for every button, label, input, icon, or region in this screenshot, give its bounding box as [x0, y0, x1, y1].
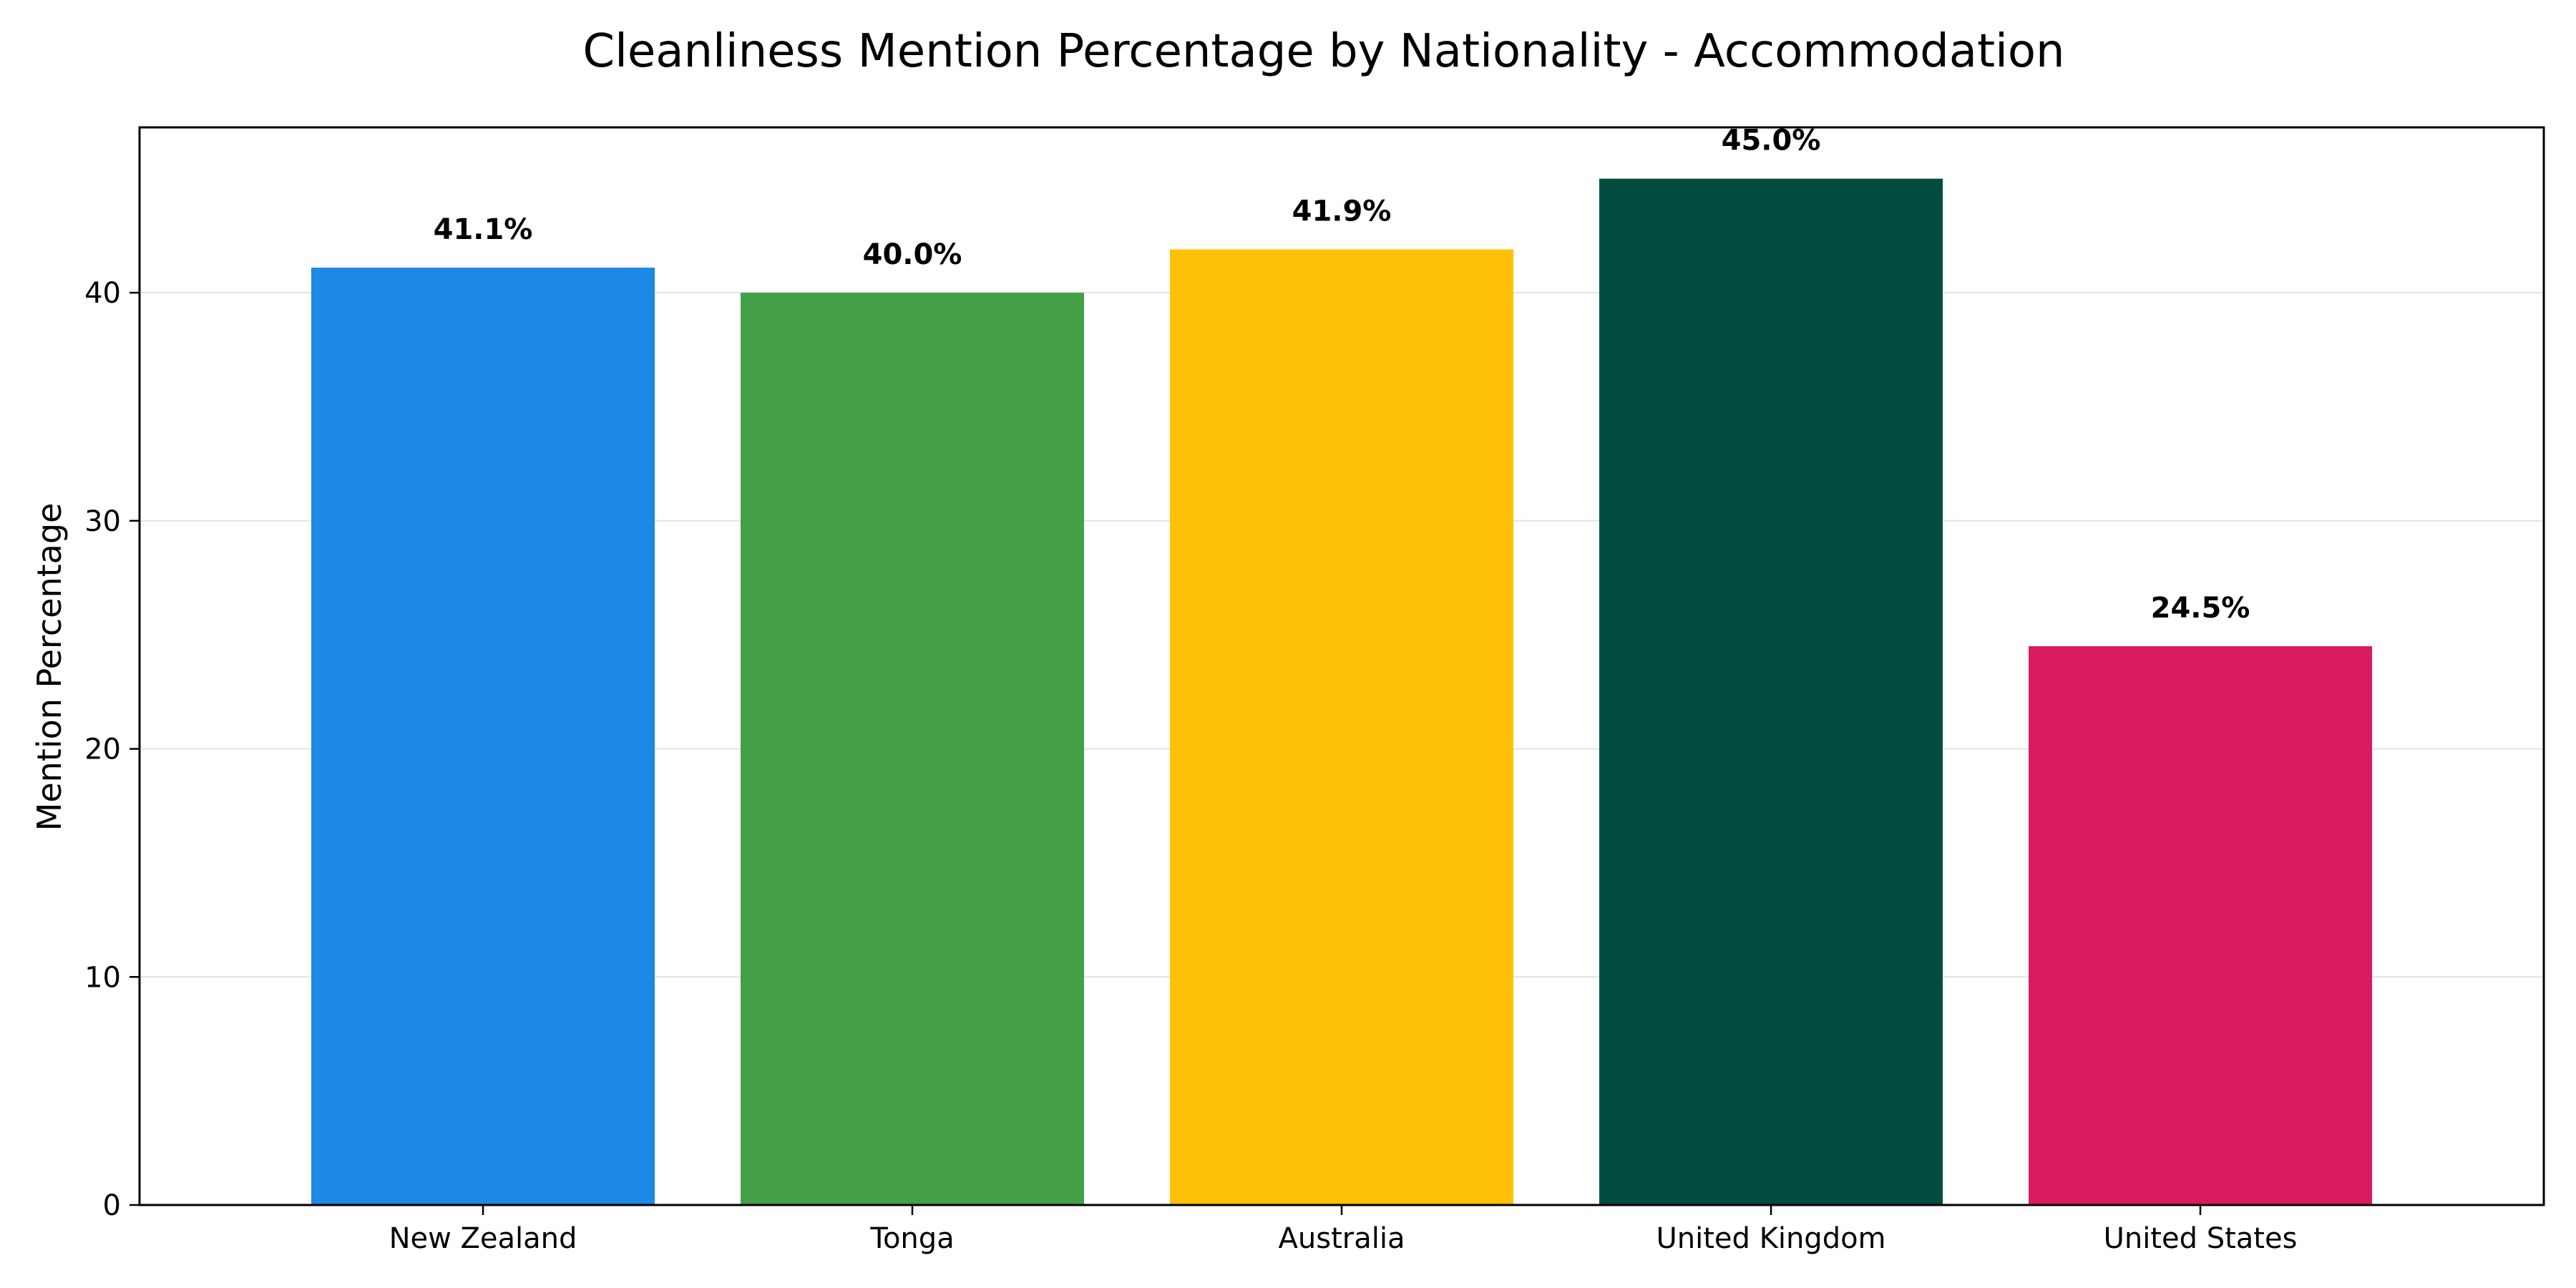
- chart-title: Cleanliness Mention Percentage by Nation…: [582, 25, 2064, 78]
- x-tick-label: United Kingdom: [1656, 1222, 1885, 1255]
- bar: [1599, 178, 1943, 1206]
- y-tick-label: 30: [84, 505, 121, 538]
- y-axis-ticks: 0 10 20 30 40: [84, 277, 140, 1222]
- bar-value-label: 41.9%: [1292, 195, 1392, 228]
- data-labels: 41.1% 40.0% 41.9% 45.0% 24.5%: [434, 125, 2250, 625]
- y-axis-label: Mention Percentage: [30, 503, 69, 831]
- y-tick-label: 40: [84, 277, 121, 310]
- y-tick-label: 10: [84, 961, 121, 994]
- bar: [741, 293, 1084, 1206]
- plot-frame: [138, 126, 2545, 1206]
- x-tick-label: New Zealand: [389, 1222, 577, 1255]
- bars: [311, 178, 2372, 1206]
- bar: [1170, 249, 1513, 1205]
- y-tick-label: 0: [103, 1189, 121, 1222]
- bar: [311, 268, 655, 1205]
- bar-value-label: 45.0%: [1722, 125, 1821, 157]
- bar: [2029, 646, 2372, 1205]
- x-tick-label: United States: [2104, 1222, 2298, 1255]
- bar-value-label: 41.1%: [434, 213, 533, 246]
- x-axis-ticks: New Zealand Tonga Australia United Kingdom U…: [389, 1205, 2298, 1255]
- x-tick-label: Tonga: [869, 1222, 954, 1255]
- bar-value-label: 24.5%: [2151, 592, 2250, 625]
- x-tick-label: Australia: [1279, 1222, 1405, 1255]
- bar-value-label: 40.0%: [863, 238, 962, 271]
- y-tick-label: 20: [84, 733, 121, 766]
